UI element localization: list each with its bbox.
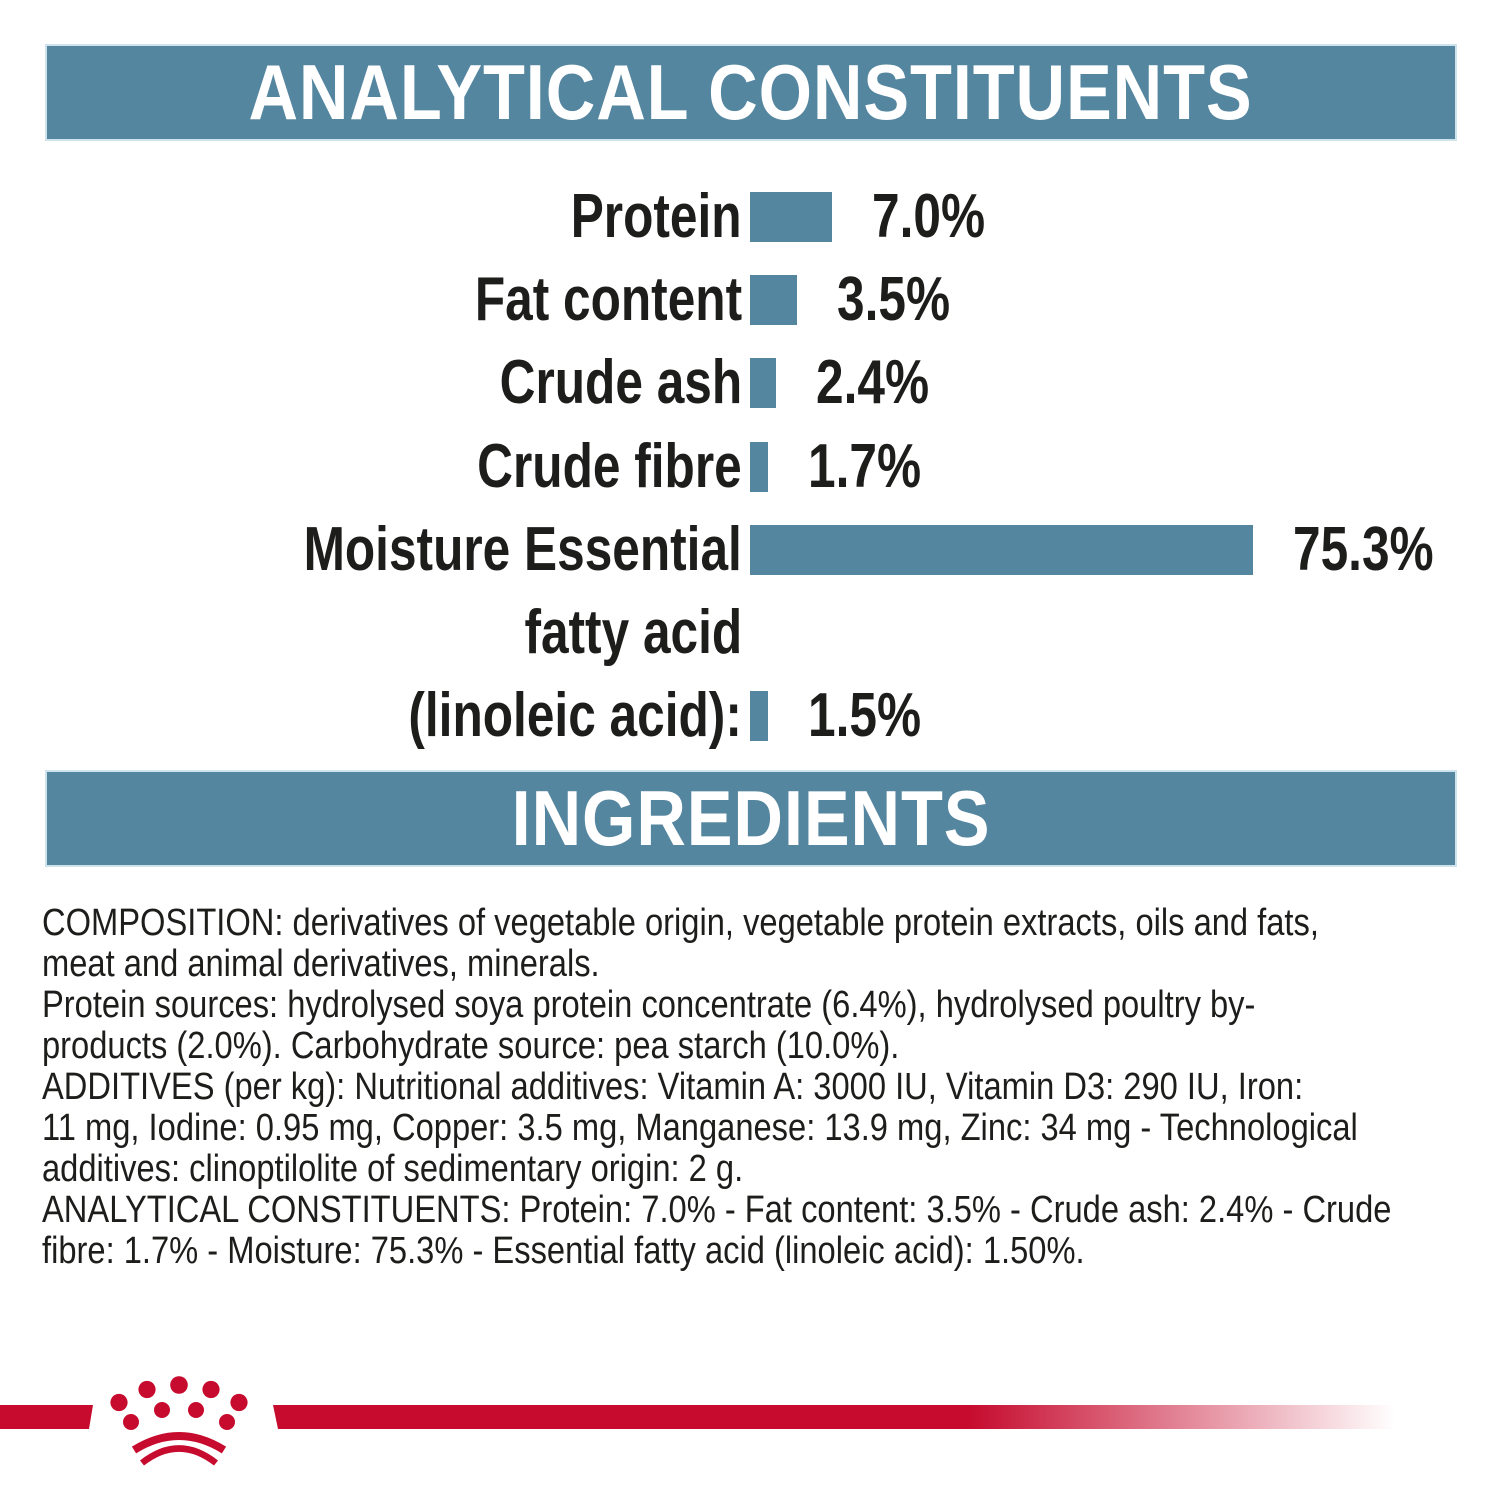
ingredients-line: Protein sources: hydrolysed soya protein…: [42, 984, 1256, 1026]
chart-row: Crude ash 2.4%: [0, 348, 1500, 417]
ingredients-line: additives: clinoptilolite of sedimentary…: [42, 1148, 744, 1190]
chart-row: (linoleic acid): 1.5%: [0, 681, 1500, 750]
chart-row: Fat content 3.5%: [0, 265, 1500, 334]
analytical-constituents-banner: ANALYTICAL CONSTITUENTS: [45, 44, 1457, 141]
chart-row: Protein 7.0%: [0, 182, 1500, 251]
chart-value: 75.3%: [1293, 515, 1434, 584]
ingredients-banner: INGREDIENTS: [45, 770, 1457, 867]
ingredients-line: ADDITIVES (per kg): Nutritional additive…: [42, 1066, 1304, 1108]
ingredients-line: meat and animal derivatives, minerals.: [42, 943, 600, 985]
chart-value: 7.0%: [872, 182, 986, 251]
red-band-left: [0, 1405, 93, 1429]
ingredients-text-block: COMPOSITION: derivatives of vegetable or…: [42, 903, 1500, 1272]
chart-row-label: Crude fibre: [477, 432, 742, 501]
chart-bar: [750, 442, 768, 492]
analytical-constituents-chart: Protein 7.0% Fat content 3.5% Crude ash 2.4% C…: [0, 182, 1500, 750]
brand-footer: [0, 1376, 1395, 1466]
chart-bar: [750, 192, 832, 242]
ingredients-line: products (2.0%). Carbohydrate source: pe…: [42, 1025, 900, 1067]
ingredients-line: ANALYTICAL CONSTITUENTS: Protein: 7.0% -…: [42, 1189, 1392, 1231]
chart-value: 3.5%: [837, 265, 951, 334]
chart-bar: [750, 691, 768, 741]
chart-row-label: Fat content: [474, 265, 742, 334]
chart-row-label: Crude ash: [499, 348, 742, 417]
chart-value: 1.7%: [808, 432, 922, 501]
chart-row: fatty acid: [0, 598, 1500, 667]
analytical-constituents-title: ANALYTICAL CONSTITUENTS: [248, 48, 1254, 136]
chart-row-label: (linoleic acid):: [408, 681, 742, 750]
chart-bar: [750, 275, 797, 325]
chart-row-label: Protein: [571, 182, 742, 251]
ingredients-line: fibre: 1.7% - Moisture: 75.3% - Essentia…: [42, 1230, 1085, 1272]
chart-row-label: fatty acid: [524, 598, 742, 667]
ingredients-line: COMPOSITION: derivatives of vegetable or…: [42, 902, 1319, 944]
ingredients-line: 11 mg, Iodine: 0.95 mg, Copper: 3.5 mg, …: [42, 1107, 1358, 1149]
chart-value: 2.4%: [816, 348, 930, 417]
chart-bar: [750, 525, 1253, 575]
red-band-right: [273, 1405, 1395, 1429]
chart-row: Moisture Essential 75.3%: [0, 515, 1500, 584]
chart-row: Crude fibre 1.7%: [0, 432, 1500, 501]
ingredients-title: INGREDIENTS: [511, 774, 991, 862]
chart-value: 1.5%: [808, 681, 922, 750]
royal-canin-crown-icon: [110, 1376, 248, 1466]
chart-row-label: Moisture Essential: [303, 515, 742, 584]
chart-bar: [750, 358, 776, 408]
